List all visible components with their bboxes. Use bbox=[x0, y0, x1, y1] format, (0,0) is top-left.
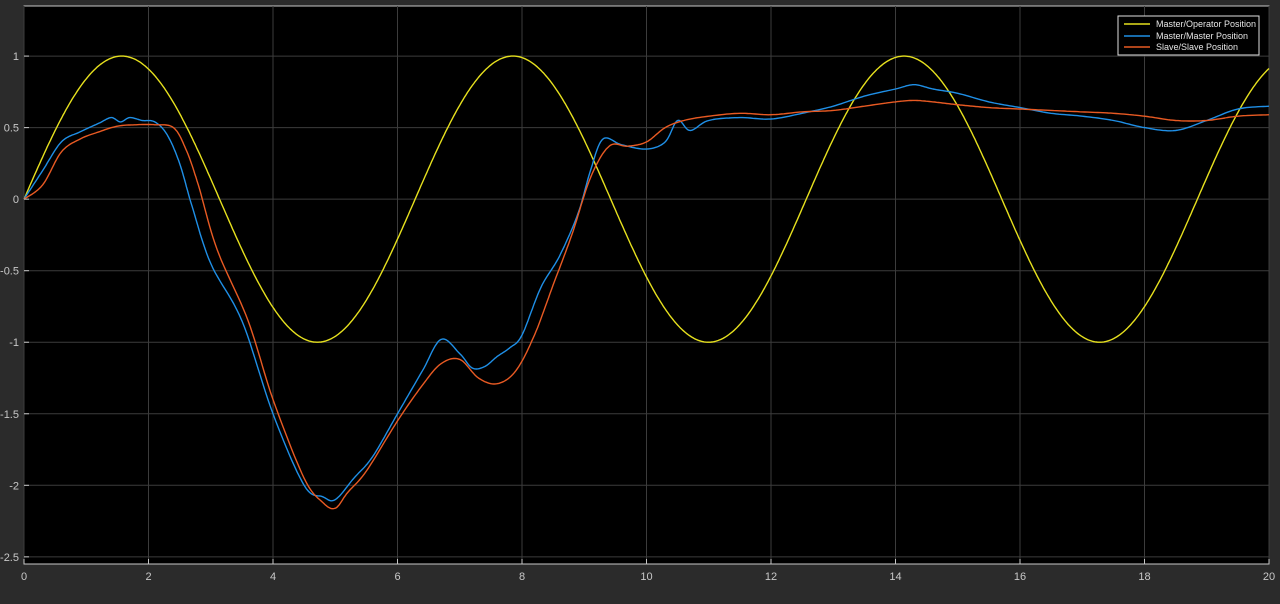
series-line-slave-position bbox=[23, 99, 1270, 510]
x-axis-ticks: 0 2 4 6 8 10 12 14 16 18 20 bbox=[21, 559, 1275, 583]
y-tick-label: -2 bbox=[9, 480, 19, 492]
x-tick-label: 14 bbox=[889, 571, 901, 583]
y-tick-label: 1 bbox=[13, 51, 19, 63]
y-tick-label: -1.5 bbox=[0, 409, 19, 421]
y-axis-ticks: -2.5 -2 -1.5 -1 -0.5 0 0.5 1 bbox=[0, 51, 29, 564]
series-line-operator-position bbox=[23, 55, 1270, 343]
x-tick-label: 6 bbox=[394, 571, 400, 583]
y-tick-label: -1 bbox=[9, 337, 19, 349]
legend-label-operator: Master/Operator Position bbox=[1156, 19, 1256, 29]
x-tick-label: 0 bbox=[21, 571, 27, 583]
legend-label-master: Master/Master Position bbox=[1156, 31, 1248, 41]
y-tick-label: 0 bbox=[13, 194, 19, 206]
plot-area[interactable] bbox=[23, 5, 1270, 565]
y-tick-label: 0.5 bbox=[4, 123, 19, 135]
x-tick-label: 10 bbox=[640, 571, 652, 583]
x-tick-label: 2 bbox=[145, 571, 151, 583]
x-tick-label: 8 bbox=[519, 571, 525, 583]
grid-lines bbox=[23, 6, 1270, 564]
x-tick-label: 20 bbox=[1263, 571, 1275, 583]
legend[interactable]: Master/Operator Position Master/Master P… bbox=[1117, 15, 1260, 56]
series-line-master-position bbox=[23, 83, 1270, 502]
x-tick-label: 4 bbox=[270, 571, 276, 583]
series-lines bbox=[23, 55, 1270, 510]
x-tick-label: 16 bbox=[1014, 571, 1026, 583]
x-tick-label: 12 bbox=[765, 571, 777, 583]
x-tick-label: 18 bbox=[1138, 571, 1150, 583]
y-tick-label: -2.5 bbox=[0, 552, 19, 564]
y-tick-label: -0.5 bbox=[0, 266, 19, 278]
legend-label-slave: Slave/Slave Position bbox=[1156, 42, 1238, 52]
